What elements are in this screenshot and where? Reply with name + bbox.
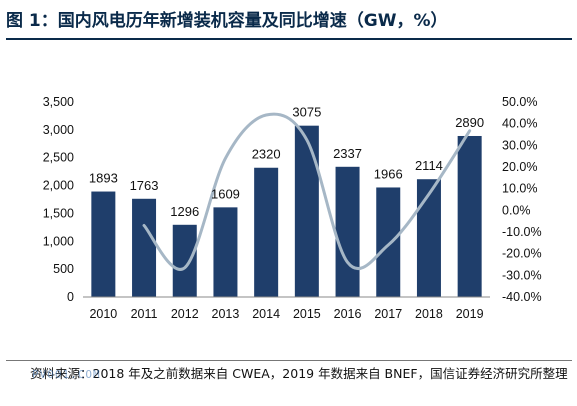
- bar-2011: [132, 198, 157, 297]
- right-y-tick-label: 40.0%: [502, 117, 537, 131]
- right-y-tick-label: 10.0%: [502, 182, 537, 196]
- x-tick-label: 2013: [212, 307, 240, 321]
- watermark: PV001.COM: [32, 368, 101, 381]
- left-y-tick-label: 1,000: [43, 234, 74, 248]
- right-y-tick-label: -30.0%: [502, 268, 542, 282]
- x-axis-ticks: 2010 2011 2012 2013 2014 2015 2016 2017 2018 2019: [89, 307, 483, 321]
- bar-2015: [294, 125, 319, 297]
- bar-data-label: 2114: [415, 158, 443, 173]
- source-note: 资料来源：2018 年及之前数据来自 CWEA，2019 年数据来自 BNEF，…: [30, 366, 568, 381]
- growth-rate-line: [142, 112, 472, 271]
- bar-data-labels: 1893 1763 1296 1609 2320 3075 2337 1966 2114 2890: [89, 105, 484, 219]
- bar-2014: [254, 167, 279, 297]
- x-tick-label: 2010: [89, 307, 117, 321]
- left-y-axis-ticks: 0 500 1,000 1,500 2,000 2,500 3,000 3,500: [43, 95, 74, 304]
- right-y-tick-label: -40.0%: [502, 290, 542, 304]
- bar-data-label: 1893: [89, 171, 118, 186]
- right-y-tick-label: 30.0%: [502, 138, 537, 152]
- left-y-tick-label: 3,500: [43, 95, 74, 109]
- right-y-tick-label: -10.0%: [502, 225, 542, 239]
- bar-data-label: 2337: [333, 146, 362, 161]
- right-y-axis-ticks: -40.0% -30.0% -20.0% -10.0% 0.0% 10.0% 20.0% 30…: [502, 95, 542, 304]
- x-tick-label: 2019: [456, 307, 484, 321]
- bar-2017: [376, 187, 401, 297]
- growth-line-series: [142, 112, 472, 271]
- chart-title: 图 1：国内风电历年新增装机容量及同比增速（GW，%）: [6, 11, 448, 31]
- x-tick-label: 2018: [415, 307, 443, 321]
- left-y-tick-label: 1,500: [43, 206, 74, 220]
- x-tick-label: 2015: [293, 307, 321, 321]
- bar-data-label: 2320: [252, 147, 281, 162]
- bar-series: [91, 125, 482, 297]
- left-y-tick-label: 2,500: [43, 151, 74, 165]
- bar-data-label: 1296: [170, 204, 199, 219]
- x-tick-label: 2011: [131, 307, 158, 321]
- source-divider: [6, 360, 572, 361]
- bar-2010: [91, 191, 116, 297]
- left-y-tick-label: 2,000: [43, 179, 74, 193]
- bar-2018: [416, 179, 441, 297]
- bar-2019: [457, 135, 482, 297]
- bar-2016: [335, 166, 360, 297]
- left-y-tick-label: 3,000: [43, 123, 74, 137]
- bar-data-label: 2890: [455, 115, 484, 130]
- x-tick-label: 2012: [171, 307, 199, 321]
- title-divider: [6, 38, 572, 40]
- right-y-tick-label: 0.0%: [502, 203, 531, 217]
- bar-2013: [213, 207, 238, 297]
- x-tick-label: 2016: [334, 307, 362, 321]
- bar-data-label: 1966: [374, 166, 403, 181]
- bar-data-label: 1763: [130, 178, 159, 193]
- right-y-tick-label: 50.0%: [502, 95, 537, 109]
- x-tick-label: 2014: [252, 307, 280, 321]
- right-y-tick-label: -20.0%: [502, 247, 542, 261]
- left-y-tick-label: 500: [53, 262, 74, 276]
- bar-2012: [172, 224, 197, 297]
- x-tick-label: 2017: [374, 307, 402, 321]
- bar-data-label: 3075: [292, 105, 321, 120]
- left-y-tick-label: 0: [67, 290, 74, 304]
- right-y-tick-label: 20.0%: [502, 160, 537, 174]
- bar-data-label: 1609: [211, 186, 240, 201]
